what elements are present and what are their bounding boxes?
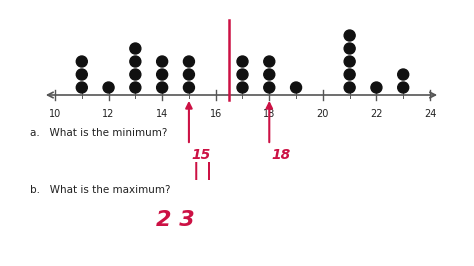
Circle shape <box>344 56 355 67</box>
Circle shape <box>264 82 275 93</box>
Text: 18: 18 <box>263 109 275 119</box>
Text: 18: 18 <box>271 148 291 162</box>
Circle shape <box>344 30 355 41</box>
Circle shape <box>344 69 355 80</box>
Text: 20: 20 <box>317 109 329 119</box>
Circle shape <box>344 43 355 54</box>
Text: 15: 15 <box>191 148 210 162</box>
Circle shape <box>183 56 194 67</box>
Circle shape <box>291 82 301 93</box>
Circle shape <box>183 82 194 93</box>
Circle shape <box>237 82 248 93</box>
Circle shape <box>156 69 168 80</box>
Circle shape <box>183 69 194 80</box>
Circle shape <box>264 69 275 80</box>
Circle shape <box>76 56 87 67</box>
Text: 24: 24 <box>424 109 436 119</box>
Circle shape <box>237 56 248 67</box>
Text: 16: 16 <box>210 109 222 119</box>
Circle shape <box>156 82 168 93</box>
Text: 2 3: 2 3 <box>156 210 195 230</box>
Circle shape <box>237 69 248 80</box>
Text: 12: 12 <box>102 109 115 119</box>
Circle shape <box>264 56 275 67</box>
Circle shape <box>130 69 141 80</box>
Text: b.   What is the maximum?: b. What is the maximum? <box>30 185 171 195</box>
Text: 10: 10 <box>49 109 61 119</box>
Circle shape <box>130 43 141 54</box>
Circle shape <box>344 82 355 93</box>
Circle shape <box>76 69 87 80</box>
Text: 22: 22 <box>370 109 383 119</box>
Circle shape <box>398 69 409 80</box>
Circle shape <box>371 82 382 93</box>
Text: | |: | | <box>193 162 212 180</box>
Text: a.   What is the minimum?: a. What is the minimum? <box>30 128 167 138</box>
Circle shape <box>76 82 87 93</box>
Circle shape <box>130 56 141 67</box>
Circle shape <box>103 82 114 93</box>
Circle shape <box>130 82 141 93</box>
Circle shape <box>156 56 168 67</box>
Text: 14: 14 <box>156 109 168 119</box>
Circle shape <box>398 82 409 93</box>
